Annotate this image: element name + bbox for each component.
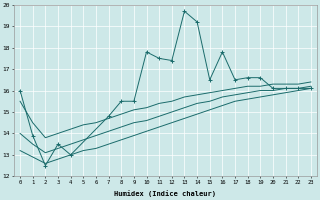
X-axis label: Humidex (Indice chaleur): Humidex (Indice chaleur): [115, 190, 217, 197]
